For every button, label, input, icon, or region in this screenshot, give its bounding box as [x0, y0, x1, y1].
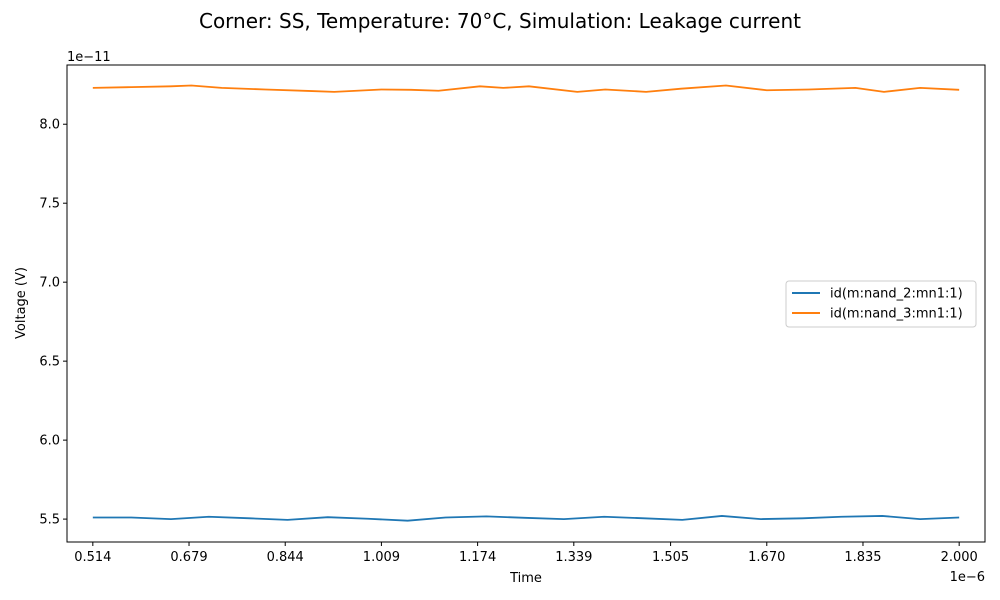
x-tick-label: 0.844 [267, 550, 304, 565]
x-tick-label: 1.009 [363, 550, 400, 565]
y-tick-label: 8.0 [39, 118, 60, 133]
x-tick-label: 1.505 [652, 550, 689, 565]
legend-box [785, 280, 977, 328]
y-axis-offset-label: 1e−11 [67, 50, 111, 65]
x-tick-label: 1.174 [459, 550, 496, 565]
y-tick-label: 6.0 [39, 434, 60, 449]
x-axis-ticks: 0.514 0.679 0.844 1.009 1.174 1.339 1.505 1.670… [74, 542, 978, 565]
chart-title: Corner: SS, Temperature: 70°C, Simulatio… [199, 9, 801, 33]
y-tick-label: 7.5 [39, 197, 60, 212]
x-tick-label: 0.679 [170, 550, 207, 565]
series-line-2 [92, 84, 960, 93]
plot-frame [66, 64, 986, 543]
x-tick-label: 0.514 [74, 550, 111, 565]
y-axis-label: Voltage (V) [14, 267, 29, 339]
y-axis-ticks: 5.5 6.0 6.5 7.0 7.5 8.0 [39, 118, 67, 528]
legend-label-series-2: id(m:nand_3:mn1:1) [830, 307, 963, 322]
legend: id(m:nand_2:mn1:1) id(m:nand_3:mn1:1) [785, 280, 977, 328]
x-axis-label: Time [509, 571, 542, 586]
series-layer [92, 84, 960, 522]
legend-label-series-1: id(m:nand_2:mn1:1) [830, 287, 963, 302]
y-tick-label: 6.5 [39, 355, 60, 370]
x-tick-label: 1.339 [555, 550, 592, 565]
x-axis-offset-label: 1e−6 [950, 570, 985, 585]
x-tick-label: 1.670 [748, 550, 785, 565]
y-tick-label: 5.5 [39, 513, 60, 528]
x-tick-label: 2.000 [941, 550, 978, 565]
x-tick-label: 1.835 [844, 550, 881, 565]
series-line-1 [92, 515, 960, 522]
y-tick-label: 7.0 [39, 276, 60, 291]
